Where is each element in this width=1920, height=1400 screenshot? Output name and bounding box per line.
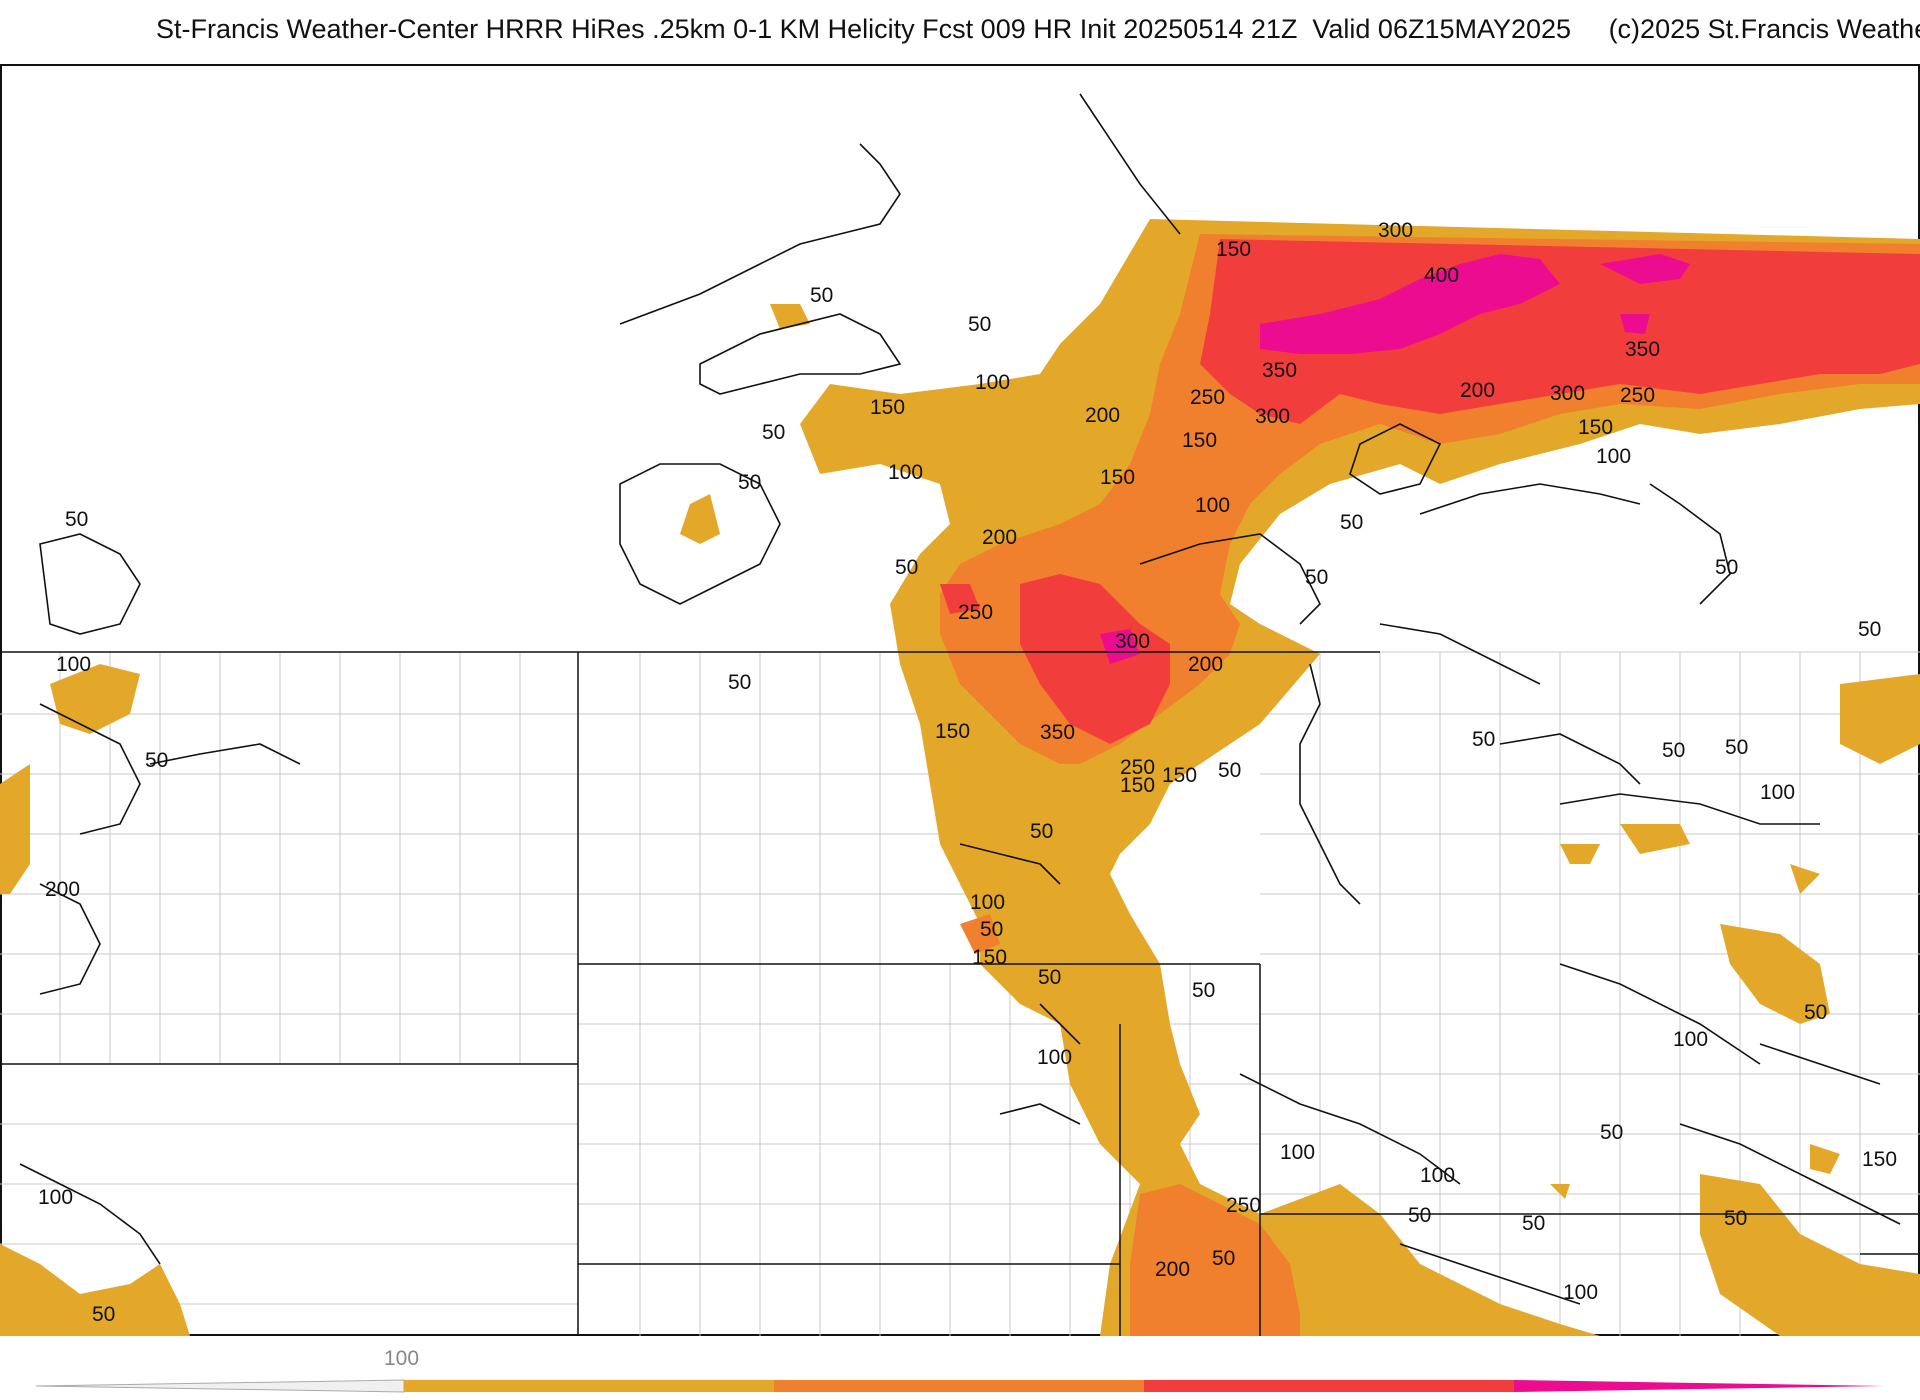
contour-label: 350 <box>1625 338 1660 361</box>
contour-label: 200 <box>1155 1258 1190 1281</box>
contour-label: 200 <box>1085 404 1120 427</box>
contour-label: 50 <box>762 421 785 444</box>
contour-label: 250 <box>1226 1194 1261 1217</box>
contour-label: 50 <box>1724 1207 1747 1230</box>
contour-label: 400 <box>1424 264 1459 287</box>
contour-label: 50 <box>1038 966 1061 989</box>
contour-label: 50 <box>92 1303 115 1326</box>
contour-label: 50 <box>738 471 761 494</box>
contour-label: 100 <box>1760 781 1795 804</box>
contour-label: 50 <box>968 313 991 336</box>
contour-label: 150 <box>1162 764 1197 787</box>
contour-label: 100 <box>1563 1281 1598 1304</box>
contour-label: 50 <box>1804 1001 1827 1024</box>
contour-label-group: 150 300 400 50 50 100 150 200 250 350 35… <box>38 219 1897 1326</box>
legend-tick-label: 100 <box>384 1347 419 1370</box>
contour-label: 50 <box>1725 736 1748 759</box>
contour-label: 50 <box>1305 566 1328 589</box>
contour-label: 50 <box>1218 759 1241 782</box>
contour-label: 250 <box>1190 386 1225 409</box>
contour-label: 100 <box>1673 1028 1708 1051</box>
contour-label: 50 <box>1340 511 1363 534</box>
contour-label: 50 <box>1408 1204 1431 1227</box>
color-legend: 100 <box>0 1340 1920 1400</box>
contour-label: 50 <box>895 556 918 579</box>
contour-label: 300 <box>1550 382 1585 405</box>
contour-label: 50 <box>1030 820 1053 843</box>
contour-label: 150 <box>935 720 970 743</box>
contour-label: 150 <box>1578 416 1613 439</box>
contour-label: 300 <box>1378 219 1413 242</box>
legend-low-tail <box>35 1379 405 1393</box>
contour-label: 200 <box>1460 379 1495 402</box>
contour-label: 350 <box>1040 721 1075 744</box>
contour-label: 50 <box>1212 1247 1235 1270</box>
contour-label: 150 <box>1120 774 1155 797</box>
contour-label: 100 <box>56 653 91 676</box>
helicity-level-400 <box>1100 254 1690 664</box>
contour-label: 100 <box>970 891 1005 914</box>
contour-label: 150 <box>972 946 1007 969</box>
contour-label: 50 <box>1662 739 1685 762</box>
contour-label: 100 <box>888 461 923 484</box>
contour-label: 50 <box>145 749 168 772</box>
contour-label: 50 <box>810 284 833 307</box>
contour-label: 100 <box>1037 1046 1072 1069</box>
helicity-map: 150 300 400 50 50 100 150 200 250 350 35… <box>0 64 1920 1336</box>
contour-label: 150 <box>1216 238 1251 261</box>
contour-label: 150 <box>870 396 905 419</box>
contour-label: 250 <box>1620 384 1655 407</box>
contour-label: 50 <box>1472 728 1495 751</box>
contour-label: 100 <box>1280 1141 1315 1164</box>
map-title: St-Francis Weather-Center HRRR HiRes .25… <box>156 14 1920 44</box>
helicity-contours <box>19 93 1901 1305</box>
contour-label: 150 <box>1182 429 1217 452</box>
state-borders <box>0 651 1920 1336</box>
contour-label: 100 <box>975 371 1010 394</box>
contour-label: 200 <box>982 526 1017 549</box>
legend-bin-300 <box>1144 1380 1514 1392</box>
contour-label: 50 <box>1600 1121 1623 1144</box>
contour-label: 350 <box>1262 359 1297 382</box>
map-panel: 150 300 400 50 50 100 150 200 250 350 35… <box>0 64 1920 1336</box>
contour-label: 50 <box>1192 979 1215 1002</box>
contour-label: 100 <box>1596 445 1631 468</box>
contour-label: 50 <box>980 918 1003 941</box>
legend-bin-200 <box>774 1380 1144 1392</box>
contour-label: 100 <box>38 1186 73 1209</box>
contour-label: 200 <box>1188 653 1223 676</box>
contour-label: 300 <box>1115 630 1150 653</box>
helicity-level-300 <box>940 239 1920 744</box>
legend-bin-400 <box>1514 1380 1884 1392</box>
contour-label: 100 <box>1420 1164 1455 1187</box>
contour-label: 100 <box>1195 494 1230 517</box>
contour-label: 150 <box>1862 1148 1897 1171</box>
contour-label: 200 <box>45 878 80 901</box>
contour-label: 50 <box>1858 618 1881 641</box>
legend-bin-100 <box>404 1380 774 1392</box>
contour-label: 50 <box>1715 556 1738 579</box>
contour-label: 250 <box>1120 756 1155 779</box>
contour-label: 250 <box>958 601 993 624</box>
contour-label: 150 <box>1100 466 1135 489</box>
contour-label: 50 <box>65 508 88 531</box>
contour-label: 50 <box>1522 1212 1545 1235</box>
contour-label: 300 <box>1255 405 1290 428</box>
contour-label: 50 <box>728 671 751 694</box>
